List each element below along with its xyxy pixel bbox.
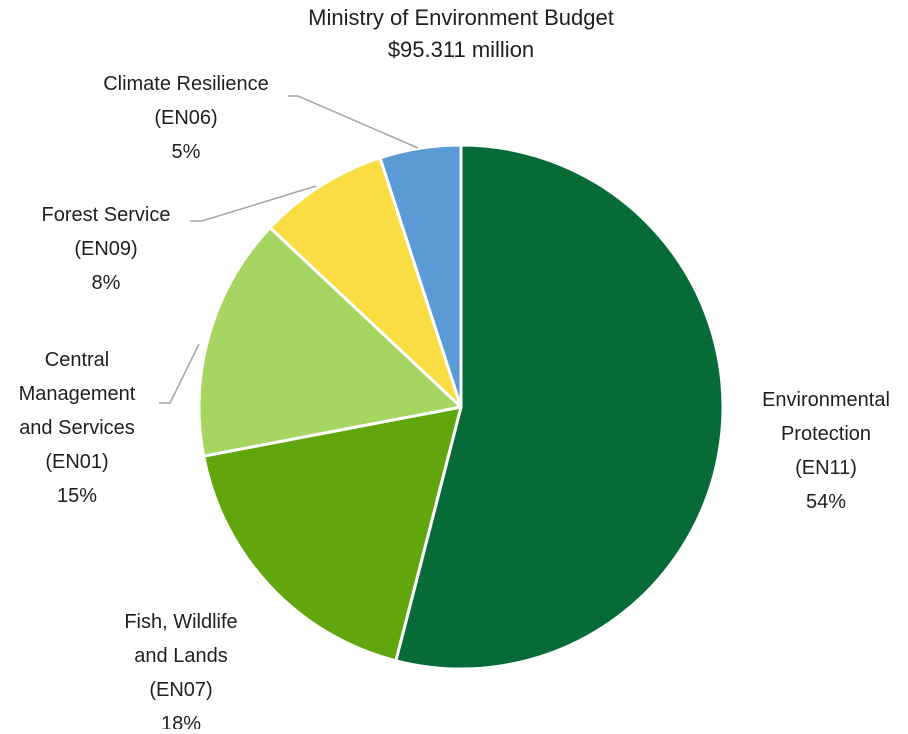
slice-label-line: Forest Service (42, 204, 171, 226)
slice-label-line: (EN06) (154, 107, 217, 129)
slice-label-line: (EN01) (45, 451, 108, 473)
pie-slice-2 (197, 226, 463, 458)
slice-percent-label: 18% (161, 713, 201, 729)
leader-line-2 (159, 343, 200, 404)
slice-label-line: Climate Resilience (103, 73, 269, 95)
slice-percent-label: 15% (57, 485, 97, 507)
slice-label-line: Management (19, 383, 136, 405)
slice-label-line: Environmental (762, 389, 890, 411)
chart-subtitle: $95.311 million (388, 37, 534, 62)
leader-line-3 (190, 185, 317, 222)
chart-title-group: Ministry of Environment Budget $95.311 m… (308, 5, 614, 62)
slice-label-line: and Services (19, 417, 135, 439)
slice-percent-label: 5% (172, 141, 201, 163)
slice-label-line: (EN11) (795, 457, 857, 479)
slice-labels: Environmental Protection (EN11) 54% Fish, Wi… (19, 73, 890, 734)
slice-label-line: and Lands (134, 645, 227, 667)
slice-percent-label: 54% (806, 491, 846, 513)
slice-label-line: (EN07) (149, 679, 212, 701)
slice-percent-label: 8% (92, 272, 121, 294)
slice-label-line: Fish, Wildlife (124, 611, 237, 633)
chart-title: Ministry of Environment Budget (308, 5, 614, 30)
pie-slice-0 (394, 143, 725, 671)
leader-lines (159, 95, 419, 404)
slice-label-line: Protection (781, 423, 871, 445)
pie-slices (197, 143, 725, 671)
pie-slice-4 (378, 143, 463, 409)
leader-line-4 (288, 95, 419, 149)
slice-label-line: (EN09) (74, 238, 137, 260)
pie-slice-1 (202, 405, 463, 663)
pie-slice-3 (268, 156, 463, 409)
slice-label-line: Central (45, 349, 109, 371)
